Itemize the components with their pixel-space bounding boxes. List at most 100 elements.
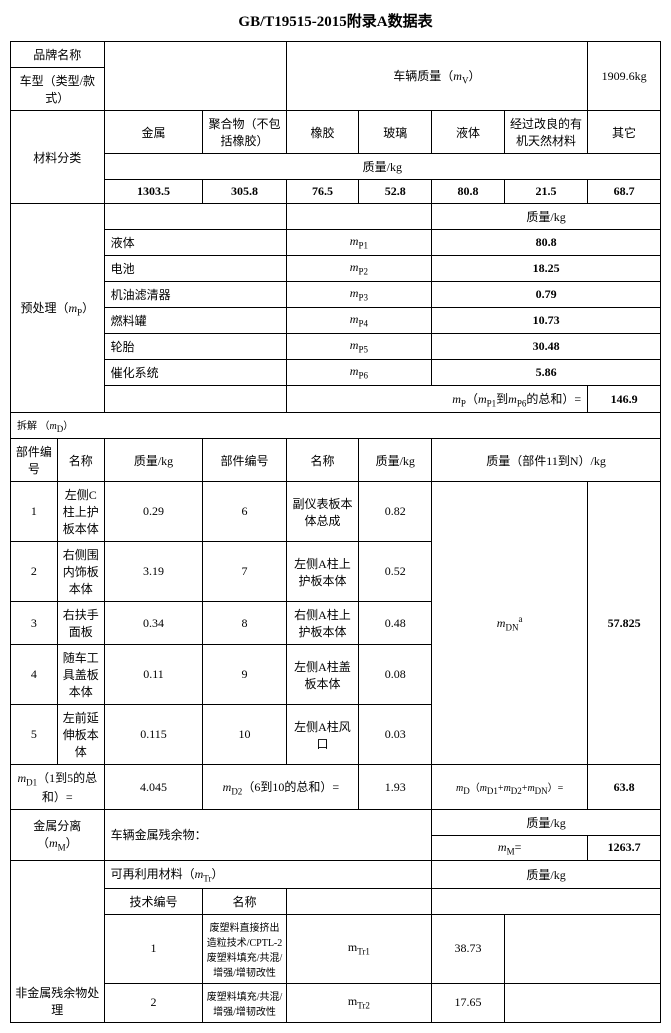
- metal-mass-label: 质量/kg: [432, 809, 661, 835]
- mat-h-1: 聚合物（不包括橡胶）: [203, 111, 286, 154]
- dis-l2-no: 3: [11, 602, 58, 645]
- pre-row-2-sym: mP3: [286, 282, 432, 308]
- mat-h-0: 金属: [104, 111, 203, 154]
- nm-r0-name: 废塑料直接挤出造粒技术/CPTL-2 废塑料填充/共混/增强/增韧改性: [203, 914, 286, 983]
- dis-l3-name: 随车工具盖板本体: [57, 645, 104, 705]
- pre-row-4-name: 轮胎: [104, 334, 286, 360]
- pre-sum-value: 146.9: [588, 386, 661, 413]
- nm-r0-sym: mTr1: [286, 914, 432, 983]
- nm-r1-sym: mTr2: [286, 983, 432, 1022]
- d2-label: mD2（6到10的总和）=: [203, 765, 359, 809]
- pre-sum-label: mP（mP1到mP6的总和）=: [286, 386, 588, 413]
- mat-h-4: 液体: [432, 111, 505, 154]
- metal-sep-label: 金属分离（mM）: [11, 809, 105, 860]
- mat-v-2: 76.5: [286, 180, 359, 204]
- metal-result-value: 1263.7: [588, 835, 661, 860]
- mass-label: 质量/kg: [104, 154, 660, 180]
- nm-r1-val: 17.65: [432, 983, 505, 1022]
- nonmetal-label: 非金属残余物处理: [11, 861, 105, 1022]
- dis-r3-mass: 0.08: [359, 645, 432, 705]
- mat-h-6: 其它: [588, 111, 661, 154]
- dis-l1-mass: 3.19: [104, 542, 203, 602]
- pre-row-0-name: 液体: [104, 230, 286, 256]
- d-sum-value: 63.8: [588, 765, 661, 809]
- pre-row-5-val: 5.86: [432, 360, 661, 386]
- dis-r4-mass: 0.03: [359, 705, 432, 765]
- vehicle-mass-value: 1909.6kg: [588, 42, 661, 111]
- dis-h-partno-l: 部件编号: [11, 439, 58, 482]
- dis-h-name-r: 名称: [286, 439, 359, 482]
- pre-row-0-sym: mP1: [286, 230, 432, 256]
- mat-h-5: 经过改良的有机天然材料: [504, 111, 587, 154]
- page-title: GB/T19515-2015附录A数据表: [10, 10, 661, 31]
- brand-label: 品牌名称: [11, 42, 105, 68]
- pre-row-3-sym: mP4: [286, 308, 432, 334]
- tech-no-label: 技术编号: [104, 888, 203, 914]
- d1-value: 4.045: [104, 765, 203, 809]
- dis-r4-no: 10: [203, 705, 286, 765]
- dis-r1-mass: 0.52: [359, 542, 432, 602]
- vehicle-mass-label: 车辆质量（mV）: [286, 42, 588, 111]
- pre-row-2-val: 0.79: [432, 282, 661, 308]
- dis-r1-name: 左侧A柱上护板本体: [286, 542, 359, 602]
- dis-h-partno-r: 部件编号: [203, 439, 286, 482]
- pre-row-5-sym: mP6: [286, 360, 432, 386]
- pre-row-2-name: 机油滤清器: [104, 282, 286, 308]
- dis-l4-no: 5: [11, 705, 58, 765]
- dis-r0-name: 副仪表板本体总成: [286, 482, 359, 542]
- nonmetal-mass-label: 质量/kg: [432, 861, 661, 888]
- dis-l0-mass: 0.29: [104, 482, 203, 542]
- model-label: 车型（类型/款式）: [11, 68, 105, 111]
- mat-v-6: 68.7: [588, 180, 661, 204]
- dis-l2-name: 右扶手面板: [57, 602, 104, 645]
- dis-l1-name: 右侧围内饰板本体: [57, 542, 104, 602]
- mdn-label: mDNa: [432, 482, 588, 765]
- mat-v-3: 52.8: [359, 180, 432, 204]
- dis-l0-name: 左侧C柱上护板本体: [57, 482, 104, 542]
- mat-v-4: 80.8: [432, 180, 505, 204]
- pre-row-1-name: 电池: [104, 256, 286, 282]
- material-category-label: 材料分类: [11, 111, 105, 204]
- d1-label: mD1（1到5的总和）=: [11, 765, 105, 809]
- tech-name-label: 名称: [203, 888, 286, 914]
- dis-l3-mass: 0.11: [104, 645, 203, 705]
- dis-h-mass-l: 质量/kg: [104, 439, 203, 482]
- pre-row-1-sym: mP2: [286, 256, 432, 282]
- dis-r4-name: 左侧A柱风口: [286, 705, 359, 765]
- pre-row-3-val: 10.73: [432, 308, 661, 334]
- dis-h-name-l: 名称: [57, 439, 104, 482]
- dis-l0-no: 1: [11, 482, 58, 542]
- d2-value: 1.93: [359, 765, 432, 809]
- nm-r0-no: 1: [104, 914, 203, 983]
- dis-r1-no: 7: [203, 542, 286, 602]
- dis-r2-mass: 0.48: [359, 602, 432, 645]
- nm-r0-val: 38.73: [432, 914, 505, 983]
- pre-row-4-val: 30.48: [432, 334, 661, 360]
- dis-l3-no: 4: [11, 645, 58, 705]
- reuse-label: 可再利用材料（mTr）: [104, 861, 432, 888]
- data-table: 品牌名称 车辆质量（mV） 1909.6kg 车型（类型/款式） 材料分类 金属…: [10, 41, 661, 1023]
- mat-v-5: 21.5: [504, 180, 587, 204]
- pre-row-4-sym: mP5: [286, 334, 432, 360]
- pre-row-5-name: 催化系统: [104, 360, 286, 386]
- dismantle-section: 拆解 （mD）: [11, 413, 661, 439]
- dis-h-mass-r: 质量/kg: [359, 439, 432, 482]
- dis-l2-mass: 0.34: [104, 602, 203, 645]
- metal-residue-label: 车辆金属残余物：: [104, 809, 432, 860]
- pre-mass-header: 质量/kg: [432, 204, 661, 230]
- nm-r1-name: 废塑料填充/共混/增强/增韧改性: [203, 983, 286, 1022]
- dis-r3-no: 9: [203, 645, 286, 705]
- mdn-value: 57.825: [588, 482, 661, 765]
- metal-result-label: mM=: [432, 835, 588, 860]
- dis-l4-mass: 0.115: [104, 705, 203, 765]
- pre-row-1-val: 18.25: [432, 256, 661, 282]
- mat-v-0: 1303.5: [104, 180, 203, 204]
- pre-row-0-val: 80.8: [432, 230, 661, 256]
- dis-l4-name: 左前延伸板本体: [57, 705, 104, 765]
- dis-r2-name: 右侧A柱上护板本体: [286, 602, 359, 645]
- dis-r0-no: 6: [203, 482, 286, 542]
- pre-row-3-name: 燃料罐: [104, 308, 286, 334]
- mat-h-2: 橡胶: [286, 111, 359, 154]
- dis-r3-name: 左侧A柱盖板本体: [286, 645, 359, 705]
- d-sum-label: mD（mD1+mD2+mDN）=: [432, 765, 588, 809]
